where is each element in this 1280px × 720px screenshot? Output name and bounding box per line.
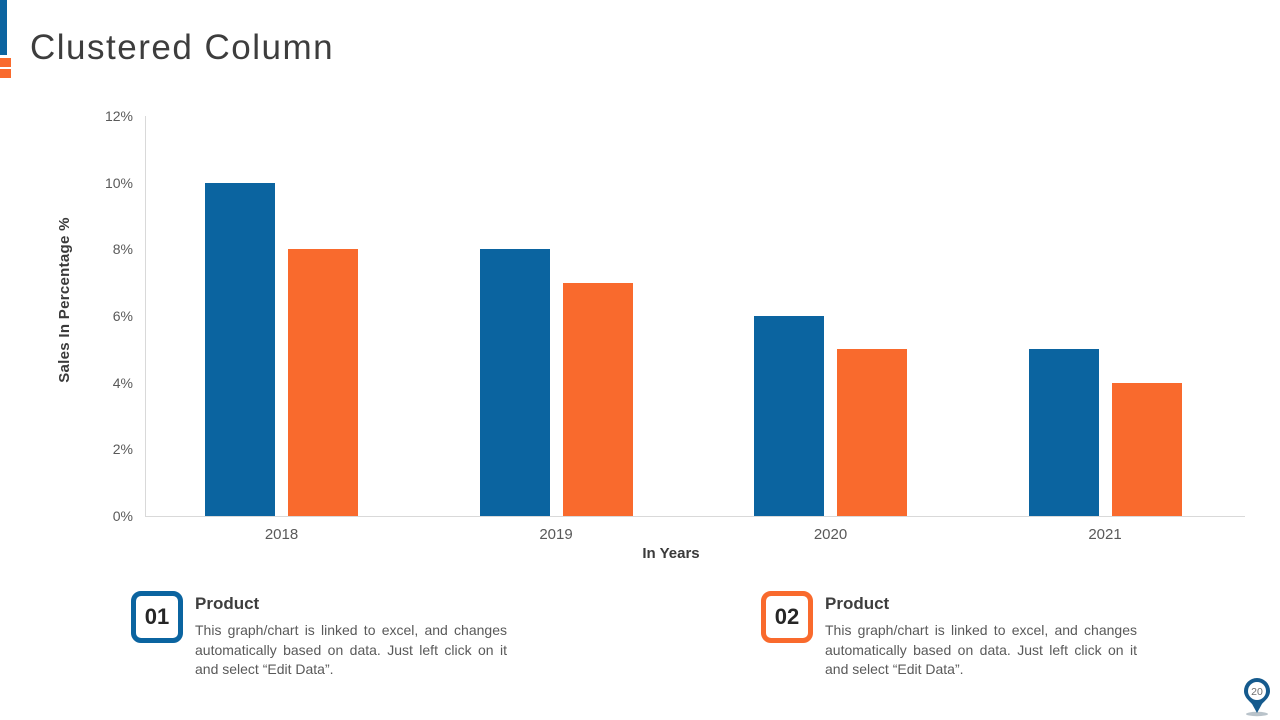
x-tick-label-2020: 2020 xyxy=(813,526,848,543)
bar-product-01-2018 xyxy=(205,182,275,516)
y-tick-label-10: 10% xyxy=(104,174,133,191)
legend-text-02: Product This graph/chart is linked to ex… xyxy=(825,594,1137,680)
bar-product-02-2019 xyxy=(562,282,633,516)
y-tick-label-8: 8% xyxy=(112,241,133,258)
legend-body-01: This graph/chart is linked to excel, and… xyxy=(195,622,507,677)
accent-bar-blue xyxy=(0,0,7,55)
bar-product-02-2018 xyxy=(288,249,358,516)
pin-shadow xyxy=(1246,711,1268,717)
x-tick-label-2021: 2021 xyxy=(1088,526,1122,543)
y-tick-label-0: 0% xyxy=(112,508,133,524)
legend-number-box-01: 01 xyxy=(131,591,183,643)
y-tick-label-12: 12% xyxy=(104,108,133,124)
y-tick-label-4: 4% xyxy=(112,374,133,391)
x-axis-line xyxy=(145,516,1245,517)
pin-inner-circle xyxy=(1248,682,1266,700)
x-axis-title: In Years xyxy=(642,545,700,562)
page-number-pin-icon: 20 xyxy=(1244,678,1270,717)
bar-product-02-2020 xyxy=(837,349,907,516)
x-tick-label-2019: 2019 xyxy=(539,526,573,543)
accent-bar-orange-top xyxy=(0,58,11,67)
page-number: 20 xyxy=(1251,686,1263,698)
page-title: Clustered Column xyxy=(30,28,335,67)
bar-product-01-2019 xyxy=(479,249,550,516)
y-tick-label-2: 2% xyxy=(112,441,133,458)
legend-text-01: Product This graph/chart is linked to ex… xyxy=(195,594,507,680)
legend-title-01: Product xyxy=(195,594,260,613)
bar-product-01-2020 xyxy=(754,316,824,516)
legend-number-box-02: 02 xyxy=(761,591,813,643)
y-axis-line xyxy=(145,116,146,517)
y-tick-label-6: 6% xyxy=(112,308,133,324)
legend-body-02: This graph/chart is linked to excel, and… xyxy=(825,622,1137,677)
accent-bar-orange-bottom xyxy=(0,69,11,78)
bar-product-01-2021 xyxy=(1028,349,1099,516)
bar-product-02-2021 xyxy=(1111,382,1182,516)
legend-title-02: Product xyxy=(825,594,890,613)
x-tick-label-2018: 2018 xyxy=(264,526,299,543)
